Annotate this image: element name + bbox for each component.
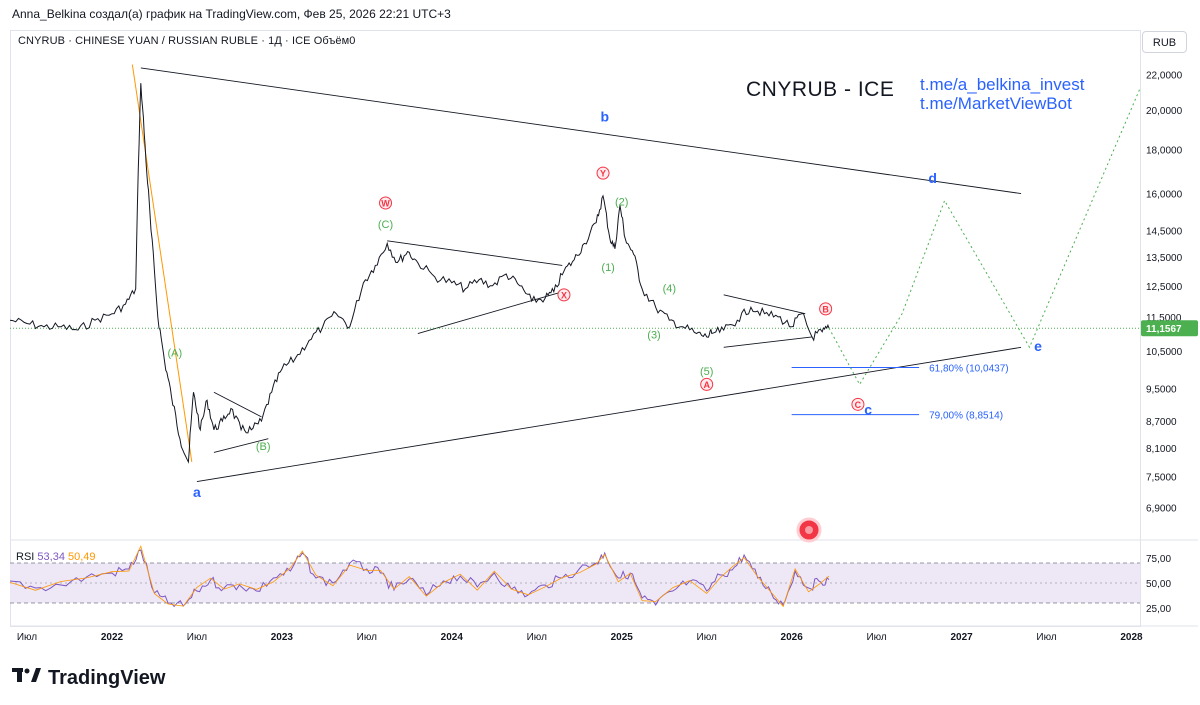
time-tick-label: 2025 [611,632,634,640]
rsi-name: RSI [16,551,35,563]
wave-label-circle [596,166,610,180]
alert-icon[interactable] [796,517,822,543]
wave-label-text: C [855,400,862,410]
price-tick-label: 22,0000 [1146,71,1183,82]
fib-level-label: 79,00% (8,8514) [929,411,1003,422]
wave-label-circle [851,397,865,411]
price-tick-label: 9,5000 [1146,384,1177,395]
time-tick-label: Июл [527,632,547,640]
time-tick-label: Июл [187,632,207,640]
chart-credit: Anna_Belkina создал(а) график на Trading… [12,7,451,21]
time-tick-label: Июл [1036,632,1056,640]
wave-label-text: B [822,304,829,314]
price-tick-label: 20,0000 [1146,106,1183,117]
price-scale[interactable] [1140,30,1198,627]
rsi-tick-label: 25,00 [1146,604,1171,615]
time-tick-label: 2024 [441,632,464,640]
rsi-ma-line [9,545,830,608]
wave-label-text: (5) [700,366,713,378]
small-flag-upper [213,391,262,418]
forecast-path [828,88,1141,386]
time-tick-label: 2026 [781,632,804,640]
wave-label-circle [379,196,393,210]
flag-lower-line [417,291,563,334]
time-tick-label: 2023 [271,632,294,640]
chart-annotation-title: CNYRUB - ICE [746,78,895,101]
wave-label-circle [819,302,833,316]
orange-line [131,64,193,462]
late-flag-lower [723,336,813,348]
wave-label-circle [700,377,714,391]
wave-label-text: (C) [378,219,393,231]
price-tick-label: 11,5000 [1146,313,1182,324]
rsi-legend[interactable]: RSI 53,34 50,49 [16,551,96,563]
price-tick-label: 7,5000 [1146,473,1177,484]
upper-triangle-line [140,67,1022,195]
wave-label-circle [557,288,571,302]
price-tick-label: 8,7000 [1146,417,1177,428]
wave-label-text: W [381,199,390,209]
time-tick-label: 2028 [1120,632,1143,640]
price-tick-label: 12,5000 [1146,282,1183,293]
price-tick-label: 18,0000 [1146,146,1183,157]
rsi-ma-value: 50,49 [68,551,96,563]
wave-labels-layer: a b c d e (A) (B) (C) (1) (2) (3) (4) (5) W Y X A B C [167,109,1042,500]
wave-label-text: Y [600,169,606,179]
wave-label-text: X [561,290,567,300]
promo-link-2[interactable]: t.me/MarketViewBot [920,94,1072,113]
price-series-layer [9,83,1141,608]
wave-label-text: e [1034,338,1042,354]
price-tick-label: 16,0000 [1146,190,1183,201]
wave-label-text: d [928,170,937,186]
wave-label-text: b [600,109,609,125]
current-price-badge [1141,320,1198,337]
grid-layer [10,539,1198,627]
time-tick-label: 2027 [950,632,973,640]
rsi-value: 53,34 [37,551,65,563]
lower-triangle-line [196,346,1022,483]
tradingview-logo-icon [12,666,42,690]
small-flag-lower [213,438,269,453]
wave-label-text: a [193,484,201,500]
wave-label-text: (A) [167,347,182,359]
time-tick-label: Июл [17,632,37,640]
price-tick-label: 10,5000 [1146,347,1183,358]
time-tick-label: Июл [697,632,717,640]
fib-level-label: 61,80% (10,0437) [929,363,1009,374]
price-tick-label: 8,1000 [1146,444,1177,455]
wave-label-text: c [864,402,872,418]
rsi-tick-label: 75,00 [1146,554,1171,565]
time-tick-label: Июл [357,632,377,640]
price-tick-label: 6,9000 [1146,504,1177,515]
late-flag-upper [723,294,806,315]
wave-label-text: (4) [663,283,676,295]
trendlines-layer: 61,80% (10,0437) 79,00% (8,8514) [10,64,1140,483]
wave-label-text: (2) [615,196,628,208]
wave-label-text: A [703,380,710,390]
wave-label-text: (B) [256,441,271,453]
logo-text: TradingView [48,666,166,689]
current-price-label: 11,1567 [1146,324,1182,335]
price-tick-label: 13,5000 [1146,253,1183,264]
currency-badge[interactable]: RUB [1142,31,1187,53]
time-tick-label: 2022 [101,632,124,640]
axes-layer: 22,0000 20,0000 18,0000 16,0000 14,5000 13,50… [17,71,1198,640]
price-tick-label: 14,5000 [1146,226,1183,237]
promo-link-1[interactable]: t.me/a_belkina_invest [920,75,1085,94]
time-tick-label: Июл [866,632,886,640]
symbol-legend[interactable]: CNYRUB · CHINESE YUAN / RUSSIAN RUBLE · … [18,35,356,47]
rsi-line [9,549,830,608]
wave-label-text: (1) [601,262,614,274]
price-series-line [9,83,830,464]
flag-upper-line [387,240,563,266]
wave-label-text: (3) [647,330,660,342]
rsi-tick-label: 50,00 [1146,579,1171,590]
price-chart[interactable]: 61,80% (10,0437) 79,00% (8,8514) a b c d e (A)… [0,0,1200,640]
tradingview-logo[interactable]: TradingView [12,666,165,690]
